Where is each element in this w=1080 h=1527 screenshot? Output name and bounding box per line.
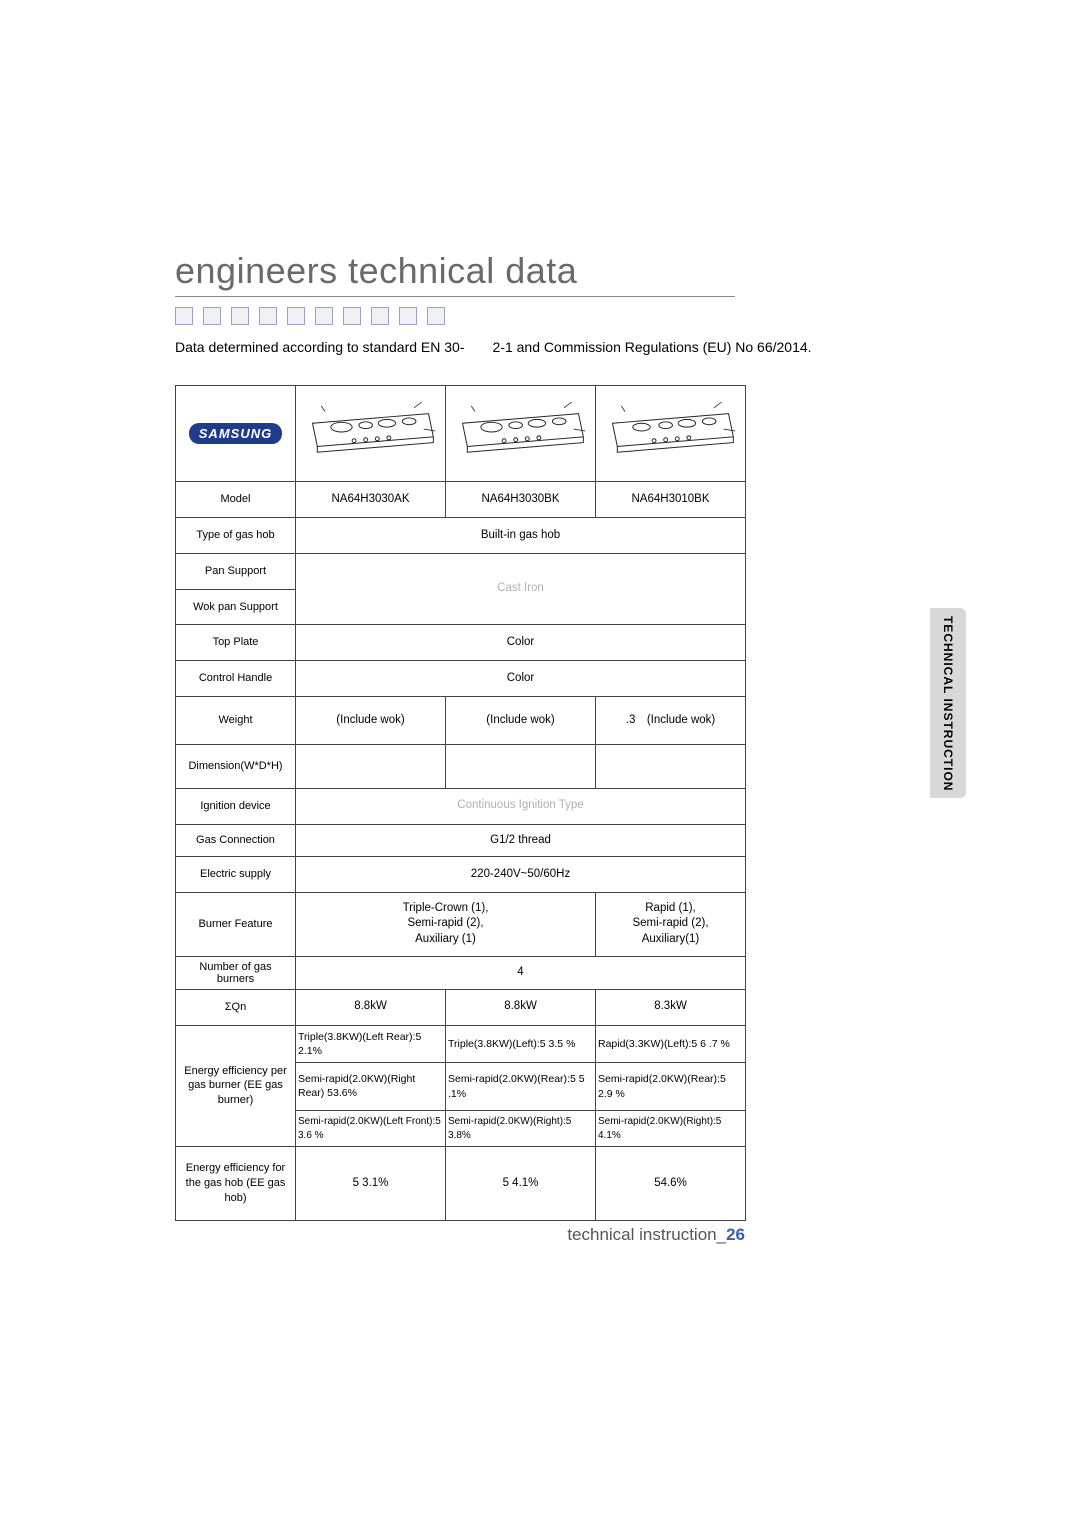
label-num: Number of gas burners — [176, 956, 296, 989]
eeb-r2-0: Semi-rapid(2.0KW)(Right Rear) 53.6% — [296, 1062, 446, 1110]
eeh-2: 54.6% — [596, 1147, 746, 1221]
eeb-r2-2: Semi-rapid(2.0KW)(Rear):5 2.9 % — [596, 1062, 746, 1110]
samsung-logo: SAMSUNG — [189, 423, 282, 445]
standard-note: Data determined according to standard EN… — [175, 339, 930, 355]
model-1: NA64H3030BK — [446, 482, 596, 518]
model-0: NA64H3030AK — [296, 482, 446, 518]
label-wok: Wok pan Support — [176, 589, 296, 625]
hob-illustration-3 — [596, 386, 746, 482]
dim-0 — [296, 744, 446, 788]
label-eeb: Energy efficiency per gas burner (EE gas… — [176, 1025, 296, 1147]
eeb-r1-2: Rapid(3.3KW)(Left):5 6 .7 % — [596, 1025, 746, 1062]
label-burner: Burner Feature — [176, 892, 296, 956]
model-2: NA64H3010BK — [596, 482, 746, 518]
eeb-r3-0: Semi-rapid(2.0KW)(Left Front):5 3.6 % — [296, 1111, 446, 1147]
hob-illustration-2 — [446, 386, 596, 482]
label-ign: Ignition device — [176, 788, 296, 824]
eeb-r3-2: Semi-rapid(2.0KW)(Right):5 4.1% — [596, 1111, 746, 1147]
val-handle: Color — [296, 661, 746, 697]
dim-2 — [596, 744, 746, 788]
burner-12: Triple-Crown (1), Semi-rapid (2), Auxili… — [296, 892, 596, 956]
val-type: Built-in gas hob — [296, 517, 746, 553]
val-plate: Color — [296, 625, 746, 661]
label-dim: Dimension(W*D*H) — [176, 744, 296, 788]
side-tab-label: TECHNICAL INSTRUCTION — [941, 616, 955, 791]
val-gas: G1/2 thread — [296, 824, 746, 857]
label-gas: Gas Connection — [176, 824, 296, 857]
val-num: 4 — [296, 956, 746, 989]
label-handle: Control Handle — [176, 661, 296, 697]
sigma-0: 8.8kW — [296, 989, 446, 1025]
page-footer: technical instruction_26 — [175, 1225, 745, 1245]
weight-0: (Include wok) — [296, 697, 446, 745]
eeb-r1-0: Triple(3.8KW)(Left Rear):5 2.1% — [296, 1025, 446, 1062]
eeb-r1-1: Triple(3.8KW)(Left):5 3.5 % — [446, 1025, 596, 1062]
sigma-1: 8.8kW — [446, 989, 596, 1025]
label-sigma: ΣQn — [176, 989, 296, 1025]
eeh-0: 5 3.1% — [296, 1147, 446, 1221]
eeh-1: 5 4.1% — [446, 1147, 596, 1221]
label-model: Model — [176, 482, 296, 518]
weight-1: (Include wok) — [446, 697, 596, 745]
label-pan: Pan Support — [176, 553, 296, 589]
eeb-r2-1: Semi-rapid(2.0KW)(Rear):5 5 .1% — [446, 1062, 596, 1110]
val-ign: Continuous Ignition Type — [296, 788, 746, 824]
dim-1 — [446, 744, 596, 788]
footer-text: technical instruction_ — [567, 1225, 726, 1244]
weight-2: .3 (Include wok) — [596, 697, 746, 745]
eeb-r3-1: Semi-rapid(2.0KW)(Right):5 3.8% — [446, 1111, 596, 1147]
side-tab: TECHNICAL INSTRUCTION — [930, 608, 966, 798]
footer-page: 26 — [726, 1225, 745, 1244]
decorative-boxes — [175, 307, 930, 325]
label-plate: Top Plate — [176, 625, 296, 661]
hob-illustration-1 — [296, 386, 446, 482]
burner-3: Rapid (1), Semi-rapid (2), Auxiliary(1) — [596, 892, 746, 956]
label-type: Type of gas hob — [176, 517, 296, 553]
val-elec: 220-240V~50/60Hz — [296, 857, 746, 893]
label-weight: Weight — [176, 697, 296, 745]
spec-table: SAMSUNG — [175, 385, 746, 1221]
brand-logo-cell: SAMSUNG — [176, 386, 296, 482]
label-eeh: Energy efficiency for the gas hob (EE ga… — [176, 1147, 296, 1221]
sigma-2: 8.3kW — [596, 989, 746, 1025]
page-title: engineers technical data — [175, 250, 735, 297]
label-elec: Electric supply — [176, 857, 296, 893]
val-wok: Cast Iron — [296, 553, 746, 625]
